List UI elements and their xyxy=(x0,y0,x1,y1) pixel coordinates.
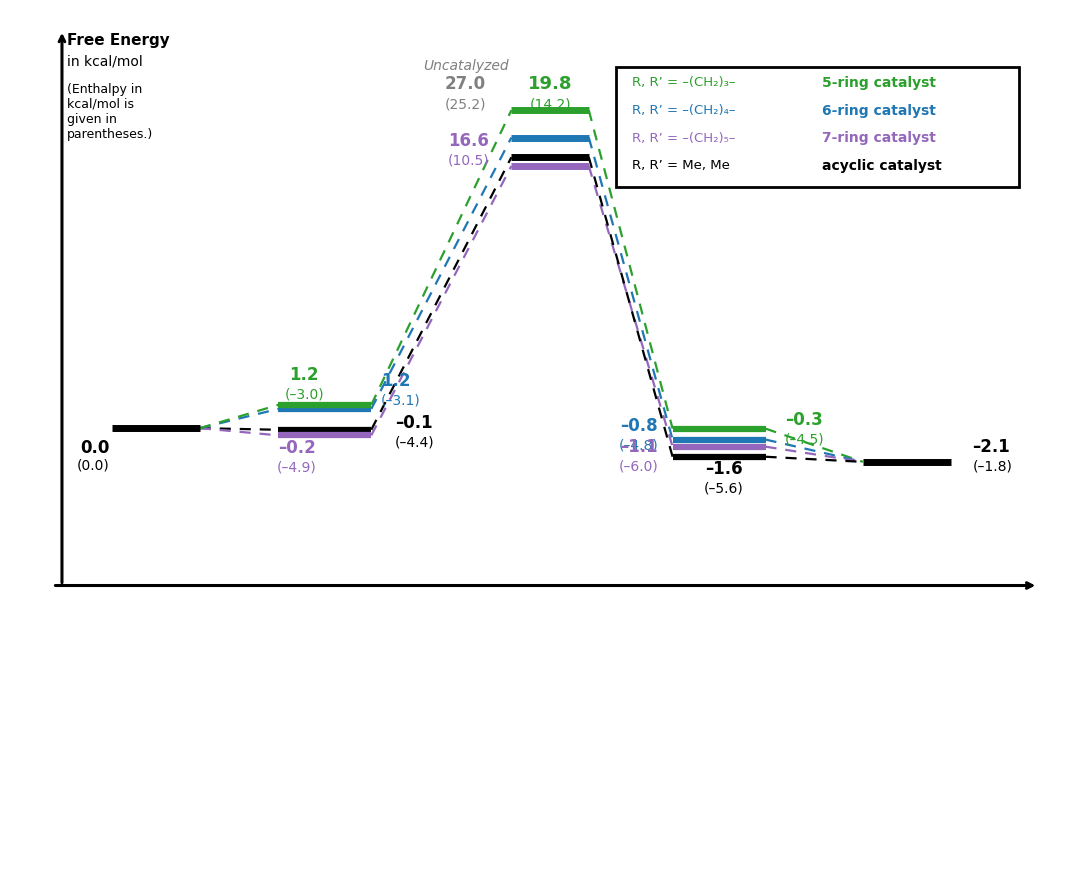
Text: 1.2: 1.2 xyxy=(381,373,410,391)
Text: –1.1: –1.1 xyxy=(620,438,658,456)
Text: (–4.5): (–4.5) xyxy=(785,433,824,446)
Text: (10.5): (10.5) xyxy=(447,153,489,167)
Text: (–4.9): (–4.9) xyxy=(276,460,316,475)
Text: –0.1: –0.1 xyxy=(395,414,433,432)
Text: Uncatalyzed: Uncatalyzed xyxy=(422,59,509,73)
Text: (14.2): (14.2) xyxy=(529,97,571,112)
Text: in kcal/mol: in kcal/mol xyxy=(67,54,143,68)
Text: 1.2: 1.2 xyxy=(289,366,319,384)
Text: 16.6: 16.6 xyxy=(616,140,657,158)
Text: (–3.0): (–3.0) xyxy=(284,387,324,401)
Text: 19.8: 19.8 xyxy=(528,76,572,94)
Text: Free Energy: Free Energy xyxy=(67,33,170,48)
Text: –1.6: –1.6 xyxy=(705,460,743,478)
Text: (–1.8): (–1.8) xyxy=(972,459,1012,474)
Text: (–4.4): (–4.4) xyxy=(395,435,435,450)
Text: R, R’ = –(CH₂)₅–: R, R’ = –(CH₂)₅– xyxy=(632,132,735,145)
Text: 16.6: 16.6 xyxy=(448,132,489,150)
Text: 27.0: 27.0 xyxy=(445,76,486,94)
Text: (Enthalpy in
kcal/mol is
given in
parentheses.): (Enthalpy in kcal/mol is given in parent… xyxy=(67,83,153,141)
Text: R, R’ = Me, Me: R, R’ = Me, Me xyxy=(632,160,730,172)
Text: (–3.1): (–3.1) xyxy=(381,394,421,408)
Text: (–5.6): (–5.6) xyxy=(704,482,744,495)
Text: (–6.0): (–6.0) xyxy=(618,459,658,474)
Text: 0.0: 0.0 xyxy=(80,440,109,458)
Text: 7-ring catalyst: 7-ring catalyst xyxy=(822,131,936,145)
Text: R, R’ = –(CH₂)₃–: R, R’ = –(CH₂)₃– xyxy=(632,77,735,89)
Text: –0.3: –0.3 xyxy=(785,411,823,429)
Text: –0.2: –0.2 xyxy=(278,439,315,457)
Text: (–4.8): (–4.8) xyxy=(618,439,658,453)
Text: 18.1: 18.1 xyxy=(616,114,657,132)
FancyBboxPatch shape xyxy=(616,67,1020,187)
Text: R, R’ = –(CH₂)₄–: R, R’ = –(CH₂)₄– xyxy=(632,104,735,117)
Text: (11.3): (11.3) xyxy=(616,161,658,175)
Text: (25.2): (25.2) xyxy=(445,97,486,112)
Text: (12.6): (12.6) xyxy=(616,136,658,149)
Text: 5-ring catalyst: 5-ring catalyst xyxy=(822,76,936,90)
Text: –0.8: –0.8 xyxy=(620,417,658,435)
Text: (0.0): (0.0) xyxy=(77,458,109,473)
Text: –2.1: –2.1 xyxy=(972,438,1010,456)
Text: acyclic catalyst: acyclic catalyst xyxy=(822,159,942,173)
Text: 6-ring catalyst: 6-ring catalyst xyxy=(822,103,936,118)
